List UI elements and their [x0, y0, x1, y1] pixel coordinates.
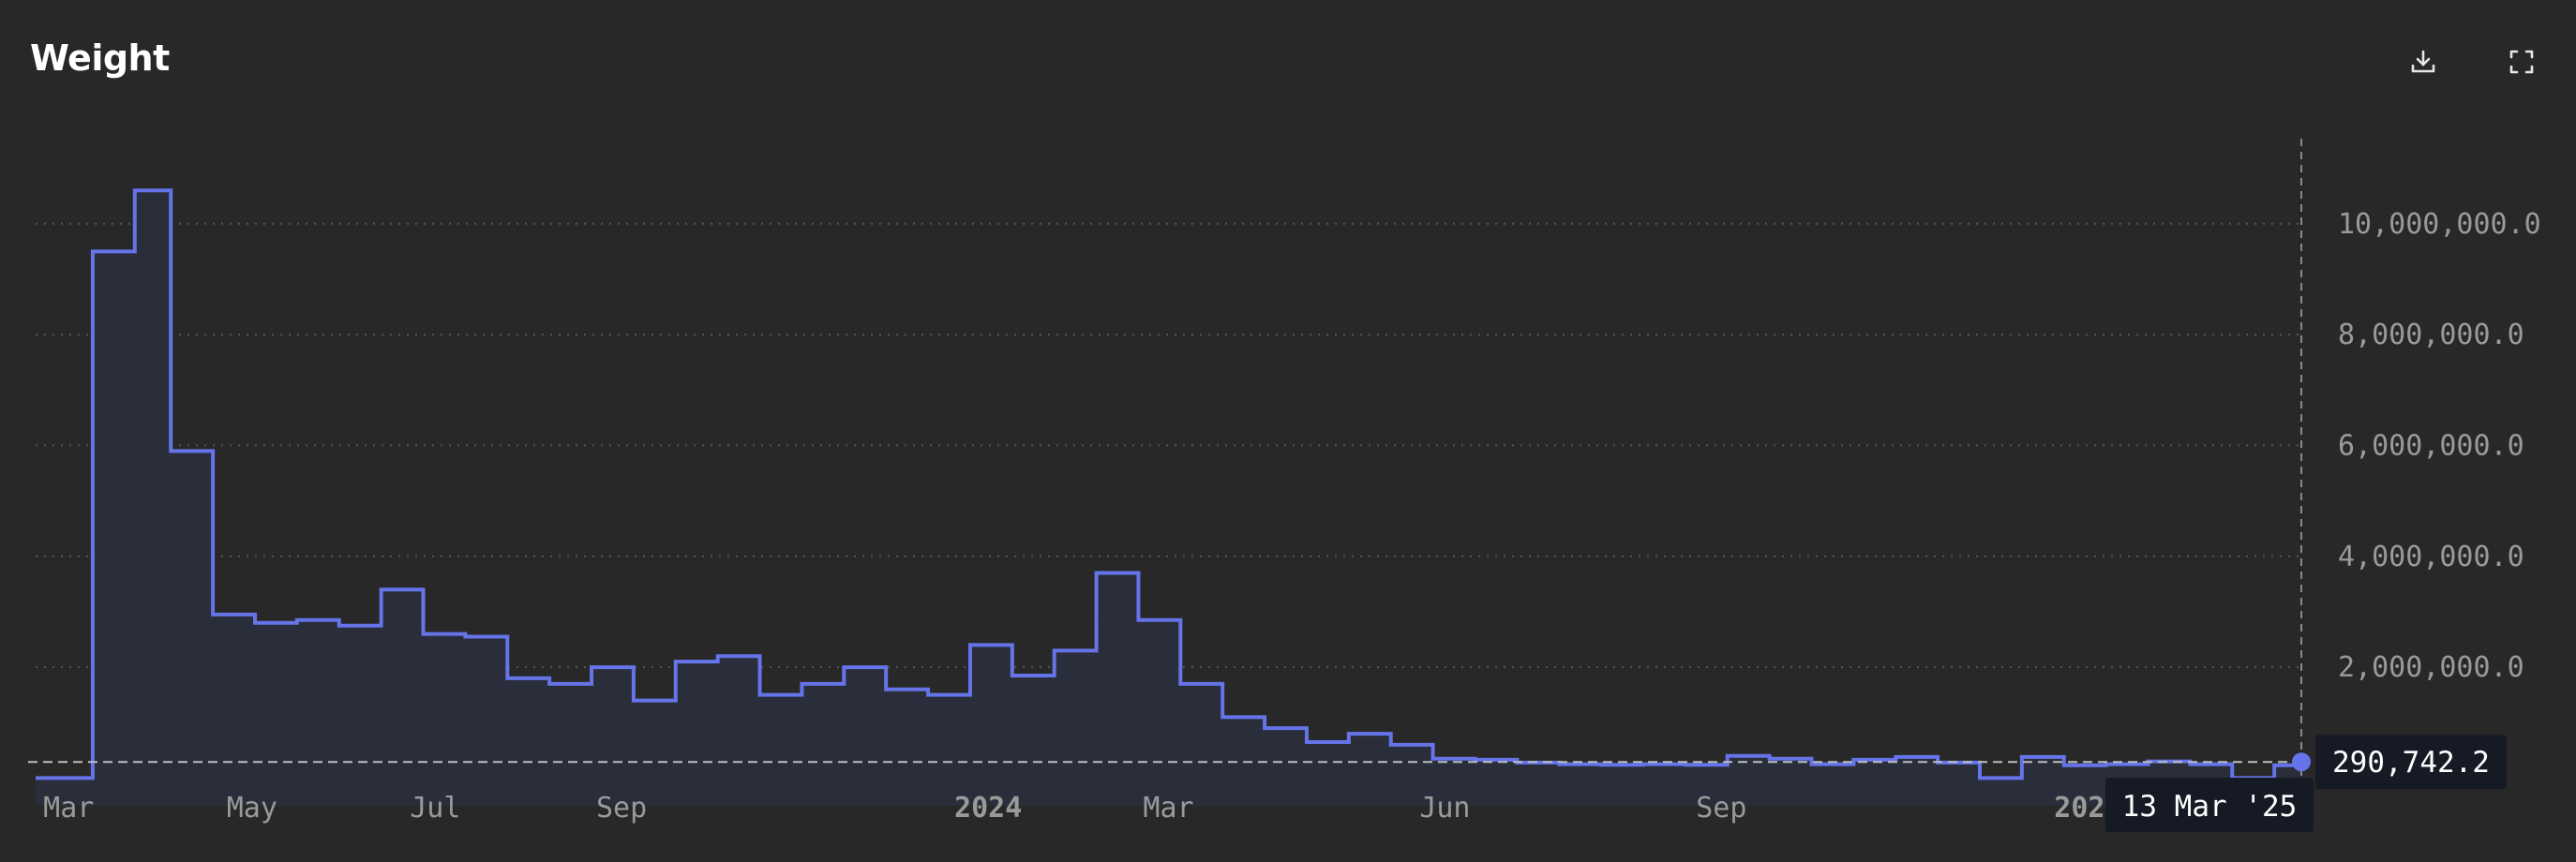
- crosshair-point: [2292, 752, 2311, 772]
- x-tick-label: Jul: [410, 792, 460, 825]
- fullscreen-icon[interactable]: [2501, 41, 2542, 82]
- crosshair-date-label: 13 Mar '25: [2122, 790, 2298, 824]
- x-tick-label: Mar: [43, 792, 94, 825]
- crosshair-value-box: [2315, 735, 2507, 790]
- y-tick-label: 4,000,000.0: [2338, 541, 2524, 573]
- x-tick-label: Jun: [1419, 792, 1470, 825]
- x-tick-label: 2024: [954, 792, 1022, 825]
- x-tick-label: May: [227, 792, 277, 825]
- x-tick-label: Mar: [1143, 792, 1193, 825]
- download-icon[interactable]: [2403, 41, 2444, 82]
- x-tick-label: Sep: [1696, 792, 1746, 825]
- y-tick-label: 2,000,000.0: [2338, 651, 2524, 684]
- x-tick-label: Sep: [596, 792, 647, 825]
- crosshair-value-label: 290,742.2: [2332, 746, 2490, 780]
- series-area: [36, 190, 2301, 806]
- y-tick-label: 10,000,000.0: [2338, 208, 2541, 241]
- crosshair-date-box: [2105, 778, 2314, 832]
- y-tick-label: 6,000,000.0: [2338, 429, 2524, 462]
- series-line[interactable]: [36, 188, 2301, 780]
- y-tick-label: 8,000,000.0: [2338, 319, 2524, 351]
- chart-title: Weight: [30, 37, 170, 79]
